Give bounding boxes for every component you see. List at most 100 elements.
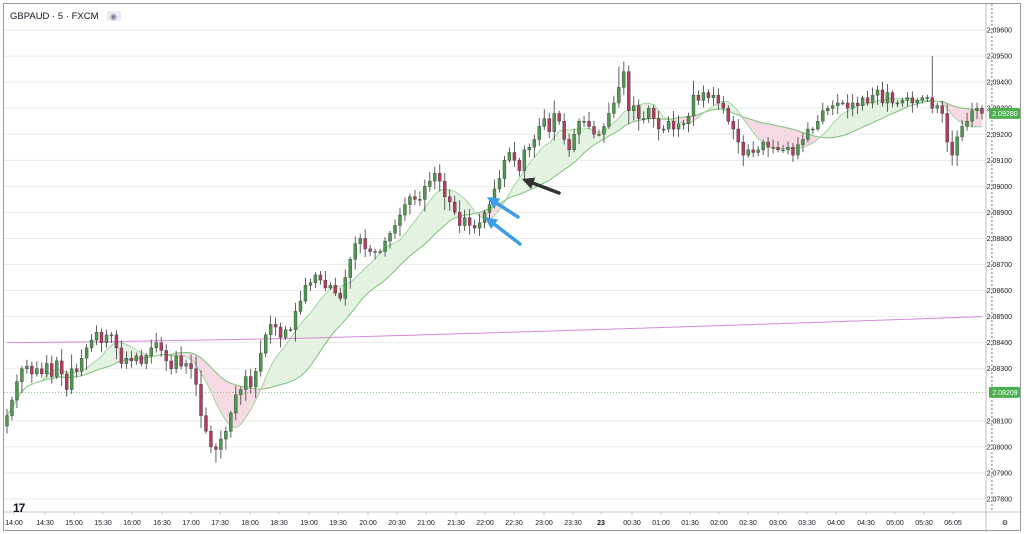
candle: [10, 396, 14, 421]
candle: [642, 111, 646, 124]
ribbon-segment: [778, 125, 784, 150]
ribbon-segment: [857, 104, 863, 130]
candle: [104, 329, 109, 348]
ribbon-segment: [419, 207, 425, 249]
candle-body: [567, 139, 571, 151]
candle-body: [159, 342, 163, 351]
candle: [303, 277, 308, 304]
time-axis[interactable]: 14:00 14:30 15:00 15:30 16:00 16:30 17:00 17:30…: [4, 511, 1022, 527]
candle: [806, 122, 810, 143]
candle-body: [691, 94, 696, 117]
ribbon-segment: [877, 100, 883, 121]
ma-ribbon-fill: [7, 98, 982, 428]
candlestick-chart[interactable]: 2.096002.095002.094002.093002.092002.091…: [4, 4, 1022, 532]
candle-body: [20, 368, 24, 382]
time-tick-label: 20:00: [359, 520, 377, 527]
ribbon-segment: [370, 258, 376, 292]
candle: [711, 87, 716, 106]
candle: [950, 130, 954, 166]
price-tick-label: 2.09600: [987, 28, 1012, 35]
ribbon-segment: [240, 386, 246, 425]
candle-body: [746, 149, 750, 156]
ribbon-segment: [191, 352, 197, 365]
candle: [263, 332, 268, 358]
candle: [617, 66, 621, 108]
candle: [547, 112, 551, 139]
candle-body: [975, 108, 979, 112]
candle-body: [348, 259, 352, 278]
candle: [537, 118, 541, 146]
candle: [25, 359, 29, 374]
candle-body: [826, 108, 830, 112]
candle-body: [647, 108, 651, 119]
candle-body: [706, 92, 711, 98]
candle: [532, 134, 536, 158]
price-axis[interactable]: 2.096002.095002.094002.093002.092002.091…: [985, 4, 1020, 532]
candle-body: [278, 326, 283, 338]
eye-icon[interactable]: ◉: [106, 11, 121, 21]
candle: [393, 219, 397, 239]
candle: [139, 349, 144, 367]
candle-body: [398, 214, 402, 226]
ribbon-segment: [862, 103, 868, 128]
candle: [298, 290, 303, 315]
candle: [632, 96, 636, 121]
candle-body: [786, 147, 790, 151]
annotation-arrows: [485, 177, 561, 246]
ribbon-segment: [201, 357, 206, 382]
price-tick-label: 2.09400: [987, 80, 1012, 87]
ribbon-segment: [399, 234, 405, 266]
ribbon-segment: [270, 357, 276, 388]
candle-body: [656, 118, 661, 130]
candle: [383, 237, 387, 257]
candle: [736, 119, 740, 154]
candle: [647, 105, 651, 123]
time-tick-label: 21:30: [447, 520, 465, 527]
candle-body: [845, 102, 850, 109]
candle: [567, 133, 571, 157]
candle-body: [109, 334, 114, 337]
candle: [527, 143, 532, 158]
ribbon-segment: [514, 178, 520, 196]
candle-body: [741, 141, 745, 156]
candle: [791, 143, 795, 162]
candle: [915, 97, 920, 108]
candle-body: [497, 178, 502, 190]
ribbon-segment: [300, 318, 306, 377]
candle: [124, 351, 129, 369]
candle: [935, 102, 939, 114]
candle-body: [244, 376, 248, 390]
candle: [194, 356, 198, 397]
ribbon-segment: [330, 286, 336, 337]
candle: [637, 99, 641, 131]
candle: [582, 116, 586, 127]
candle-body: [368, 248, 372, 252]
candle-body: [870, 94, 875, 104]
candle: [627, 65, 631, 125]
candle: [35, 361, 39, 377]
time-tick-label: 14:30: [36, 520, 54, 527]
candle: [910, 91, 915, 113]
candle-body: [597, 134, 601, 136]
candle-body: [10, 399, 14, 416]
symbol-legend[interactable]: GBPAUD · 5 · FXCM ◉: [10, 9, 121, 23]
candle-body: [666, 121, 671, 130]
candle-body: [144, 355, 148, 364]
candle: [453, 195, 457, 216]
candle-body: [836, 102, 840, 106]
candle: [771, 139, 775, 154]
gear-icon[interactable]: ⚙: [1002, 519, 1008, 527]
candle: [776, 141, 780, 153]
candle-body: [766, 141, 770, 148]
price-tick-label: 2.08600: [987, 288, 1012, 295]
candle-body: [104, 334, 109, 343]
tradingview-logo-icon[interactable]: 17: [13, 501, 25, 515]
chart-frame[interactable]: 2.096002.095002.094002.093002.092002.091…: [3, 3, 1022, 532]
candle-body: [865, 97, 870, 104]
time-tick-label: 16:30: [153, 520, 171, 527]
ribbon-segment: [827, 123, 833, 138]
price-tick-label: 2.09100: [987, 158, 1012, 165]
candle-body: [378, 251, 382, 253]
candle: [826, 105, 830, 116]
candles: [5, 56, 984, 463]
